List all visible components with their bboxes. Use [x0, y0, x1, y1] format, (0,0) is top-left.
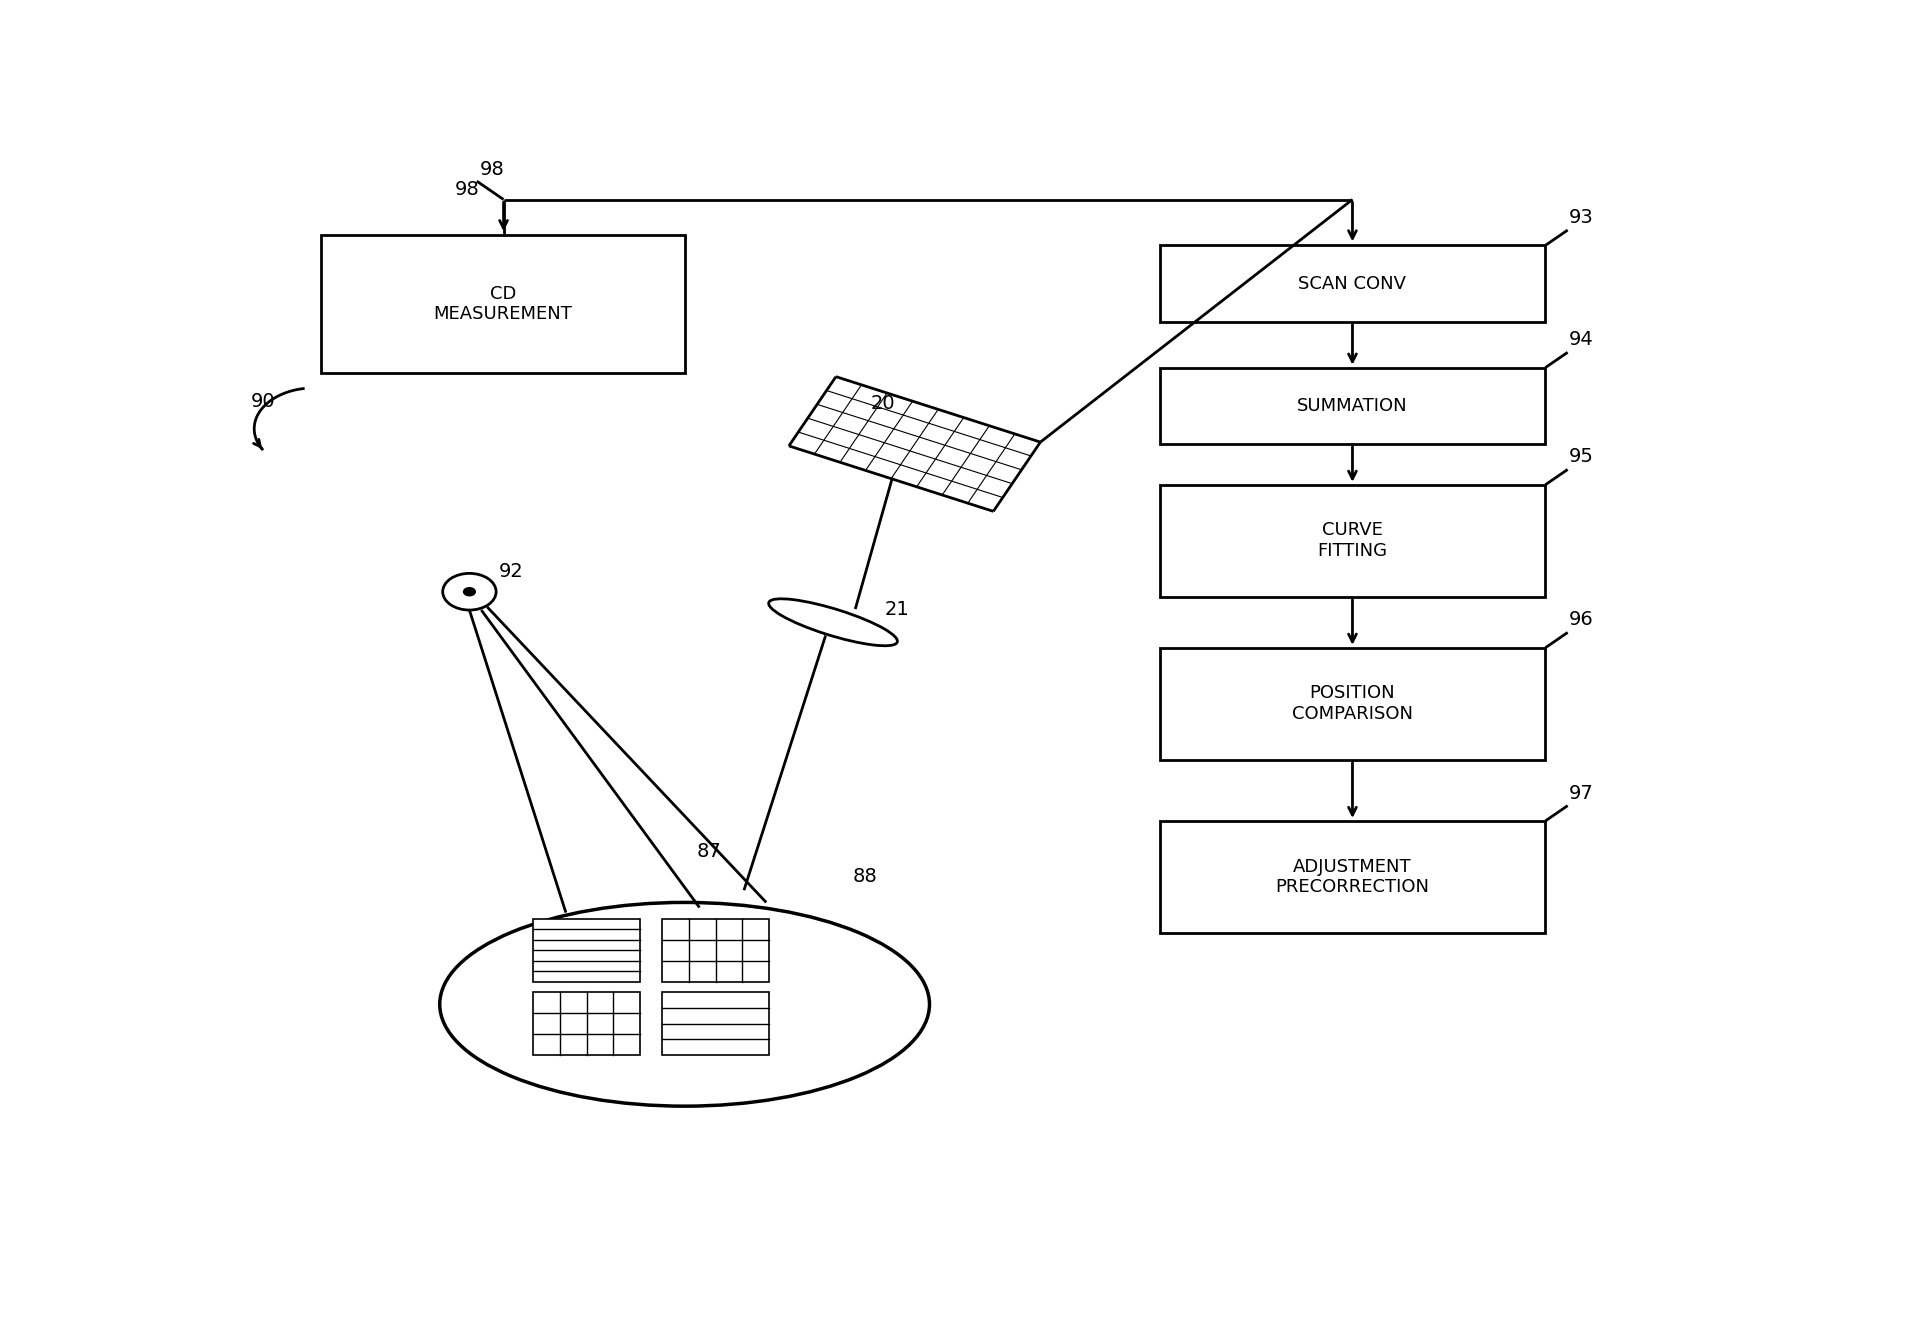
Text: 90: 90: [251, 392, 276, 410]
Text: 88: 88: [852, 868, 877, 886]
Text: 94: 94: [1568, 331, 1592, 349]
FancyBboxPatch shape: [1160, 245, 1545, 321]
Ellipse shape: [768, 599, 898, 646]
FancyBboxPatch shape: [1160, 368, 1545, 445]
Text: 95: 95: [1568, 447, 1592, 467]
Bar: [662, 992, 769, 1056]
Text: 93: 93: [1568, 208, 1592, 228]
Text: POSITION
COMPARISON: POSITION COMPARISON: [1292, 684, 1413, 724]
FancyBboxPatch shape: [1160, 820, 1545, 933]
Text: 87: 87: [697, 841, 722, 861]
Text: 97: 97: [1568, 783, 1592, 803]
FancyBboxPatch shape: [1160, 648, 1545, 759]
Bar: [532, 918, 639, 982]
Bar: [532, 992, 639, 1056]
Bar: [662, 918, 769, 982]
Text: CD
MEASUREMENT: CD MEASUREMENT: [433, 284, 572, 323]
Circle shape: [463, 587, 475, 595]
Text: ADJUSTMENT
PRECORRECTION: ADJUSTMENT PRECORRECTION: [1275, 857, 1428, 897]
Text: SUMMATION: SUMMATION: [1296, 397, 1407, 415]
FancyBboxPatch shape: [1160, 484, 1545, 597]
Text: CURVE
FITTING: CURVE FITTING: [1317, 521, 1388, 560]
Text: 21: 21: [884, 599, 909, 619]
Text: 98: 98: [480, 160, 503, 179]
Text: 92: 92: [500, 562, 524, 581]
FancyBboxPatch shape: [322, 235, 685, 373]
Text: 96: 96: [1568, 610, 1592, 630]
Ellipse shape: [440, 902, 928, 1106]
Text: 20: 20: [869, 394, 894, 413]
Text: 98: 98: [454, 180, 478, 198]
Text: SCAN CONV: SCAN CONV: [1298, 275, 1405, 292]
